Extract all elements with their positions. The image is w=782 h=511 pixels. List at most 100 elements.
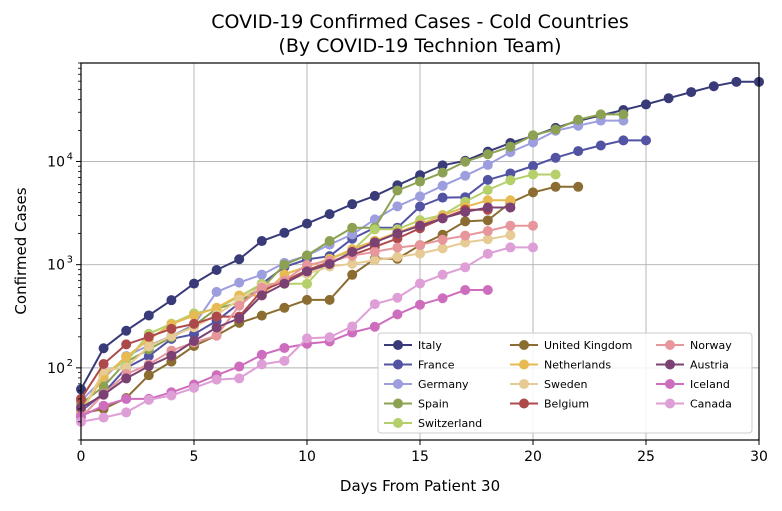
legend-swatch-marker	[393, 418, 403, 428]
data-point-austria	[369, 237, 380, 248]
legend-label: Iceland	[690, 378, 730, 391]
data-point-italy	[731, 76, 742, 87]
data-point-united-kingdom	[347, 269, 358, 280]
legend-item-united-kingdom: United Kingdom	[510, 339, 632, 352]
data-point-canada	[234, 373, 245, 384]
data-point-united-kingdom	[279, 302, 290, 313]
legend-label: Spain	[418, 398, 449, 411]
y-tick-base: 10	[47, 258, 65, 274]
data-point-germany	[234, 277, 245, 288]
legend-item-germany: Germany	[384, 378, 469, 391]
legend-label: Belgium	[544, 398, 589, 411]
data-point-iceland	[121, 393, 132, 404]
series-canada	[76, 242, 538, 427]
legend-label: Sweden	[544, 378, 587, 391]
chart-subtitle: (By COVID-19 Technion Team)	[278, 35, 561, 57]
data-point-netherlands	[211, 302, 222, 313]
data-point-germany	[528, 137, 538, 148]
data-point-iceland	[234, 361, 245, 372]
data-point-netherlands	[482, 195, 493, 206]
data-point-spain	[595, 109, 606, 120]
data-point-norway	[369, 246, 380, 257]
data-point-italy	[279, 227, 290, 238]
legend-item-canada: Canada	[656, 398, 732, 411]
legend-swatch-marker	[519, 340, 529, 350]
data-point-italy	[121, 325, 132, 336]
data-point-canada	[302, 333, 312, 344]
data-point-sweden	[166, 331, 177, 342]
data-point-austria	[324, 258, 335, 269]
data-point-netherlands	[505, 195, 516, 206]
data-point-spain	[573, 114, 584, 125]
y-tick-label: 10 2	[47, 358, 73, 377]
y-tick-base: 10	[47, 154, 65, 170]
legend-swatch-marker	[519, 359, 529, 370]
data-point-iceland	[256, 349, 267, 360]
data-point-sweden	[143, 341, 154, 352]
data-point-sweden	[369, 255, 380, 266]
data-point-canada	[437, 269, 448, 280]
data-point-austria	[302, 266, 312, 277]
y-tick-base: 10	[47, 361, 65, 377]
data-point-canada	[460, 262, 471, 273]
x-tick-label: 30	[750, 449, 768, 465]
data-point-canada	[392, 292, 403, 303]
data-point-norway	[234, 300, 245, 311]
data-point-germany	[211, 286, 222, 297]
data-point-austria	[256, 290, 267, 301]
data-point-italy	[143, 310, 154, 321]
data-point-switzerland	[550, 169, 561, 180]
data-point-italy	[686, 87, 697, 98]
data-point-spain	[550, 124, 561, 135]
data-point-canada	[279, 355, 290, 366]
data-point-france	[595, 140, 606, 151]
data-point-norway	[415, 240, 425, 251]
data-point-austria	[98, 389, 109, 400]
x-tick-label: 20	[524, 449, 542, 465]
data-point-italy	[234, 254, 245, 265]
data-point-switzerland	[505, 175, 516, 186]
legend-item-belgium: Belgium	[510, 398, 589, 411]
data-point-norway	[460, 230, 471, 241]
series-austria	[76, 202, 516, 413]
legend-label: Canada	[690, 398, 732, 411]
x-tick-label: 5	[190, 449, 199, 465]
data-point-france	[618, 135, 629, 146]
legend-item-iceland: Iceland	[656, 378, 730, 391]
data-point-norway	[392, 242, 403, 253]
data-point-france	[437, 192, 448, 203]
data-point-iceland	[460, 285, 471, 296]
data-point-united-kingdom	[482, 215, 493, 226]
data-point-spain	[415, 176, 425, 187]
data-point-canada	[166, 390, 177, 401]
data-point-italy	[369, 190, 380, 201]
chart-title: COVID-19 Confirmed Cases - Cold Countrie…	[211, 11, 629, 33]
data-point-sweden	[482, 234, 493, 245]
data-point-france	[641, 135, 651, 146]
data-point-austria	[392, 228, 403, 239]
legend-label: Italy	[418, 339, 442, 352]
x-tick-label: 25	[637, 449, 655, 465]
data-point-iceland	[437, 293, 448, 304]
data-point-france	[415, 201, 425, 212]
legend-swatch-marker	[393, 379, 403, 389]
data-point-france	[189, 329, 199, 340]
y-axis-label: Confirmed Cases	[12, 187, 30, 314]
data-point-norway	[482, 226, 493, 237]
data-point-iceland	[279, 342, 290, 353]
data-point-canada	[369, 299, 380, 310]
data-point-italy	[166, 295, 177, 306]
data-point-belgium	[143, 331, 154, 342]
legend-swatch-marker	[519, 398, 529, 409]
data-point-norway	[256, 282, 267, 293]
data-point-united-kingdom	[460, 216, 471, 227]
data-point-austria	[482, 202, 493, 213]
data-point-austria	[415, 220, 425, 231]
y-tick-exponent: 2	[67, 358, 73, 369]
data-point-austria	[437, 213, 448, 224]
data-point-spain	[347, 222, 358, 233]
data-point-germany	[392, 201, 403, 212]
data-point-austria	[211, 322, 222, 333]
data-point-switzerland	[528, 169, 538, 180]
data-point-italy	[302, 218, 312, 229]
